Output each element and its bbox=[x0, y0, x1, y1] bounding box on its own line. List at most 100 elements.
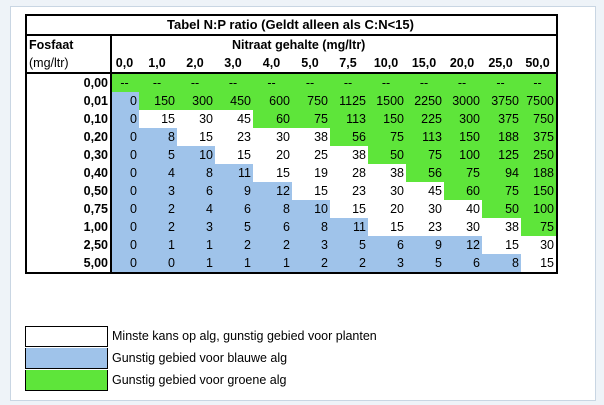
table-row: 0,00 -- -- -- -- -- -- -- -- -- -- -- -- bbox=[25, 73, 558, 92]
table-cell: 7500 bbox=[521, 92, 558, 110]
table-cell: 3000 bbox=[444, 92, 482, 110]
table-cell: -- bbox=[215, 73, 253, 92]
table-cell: 0 bbox=[139, 254, 177, 274]
table-cell: 15 bbox=[521, 254, 558, 274]
column-header: 50,0 bbox=[521, 54, 558, 74]
row-label: 0,00 bbox=[25, 73, 112, 92]
table-cell: 19 bbox=[292, 164, 330, 182]
table-cell: 15 bbox=[215, 146, 253, 164]
table-cell: 0 bbox=[111, 92, 139, 110]
table-cell: 45 bbox=[215, 110, 253, 128]
row-label: 0,10 bbox=[25, 110, 112, 128]
table-cell: 23 bbox=[215, 128, 253, 146]
table-cell: -- bbox=[177, 73, 215, 92]
table-cell: 3750 bbox=[482, 92, 521, 110]
table-cell: 188 bbox=[521, 164, 558, 182]
table-cell: -- bbox=[482, 73, 521, 92]
row-label: 0,75 bbox=[25, 200, 112, 218]
table-cell: 150 bbox=[521, 182, 558, 200]
table-cell: -- bbox=[521, 73, 558, 92]
table-cell: 0 bbox=[111, 236, 139, 254]
table-cell: 4 bbox=[177, 200, 215, 218]
table-cell: 6 bbox=[368, 236, 406, 254]
table-cell: 4 bbox=[139, 164, 177, 182]
table-cell: 20 bbox=[253, 146, 292, 164]
table-cell: 9 bbox=[406, 236, 444, 254]
table-cell: 9 bbox=[215, 182, 253, 200]
table-cell: -- bbox=[368, 73, 406, 92]
table-row: 2,50 0 1 1 2 2 3 5 6 9 12 15 30 bbox=[25, 236, 558, 254]
table-cell: 50 bbox=[368, 146, 406, 164]
table-cell: 2 bbox=[330, 254, 368, 274]
table-cell: 25 bbox=[292, 146, 330, 164]
table-cell: 30 bbox=[406, 200, 444, 218]
table-cell: 8 bbox=[177, 164, 215, 182]
table-cell: 6 bbox=[215, 200, 253, 218]
table-cell: 2 bbox=[215, 236, 253, 254]
column-header: 4,0 bbox=[253, 54, 292, 74]
table-cell: 15 bbox=[253, 164, 292, 182]
table-row: 5,00 0 0 1 1 1 2 2 3 5 6 8 15 bbox=[25, 254, 558, 274]
row-label: 0,01 bbox=[25, 92, 112, 110]
table-cell: 3 bbox=[139, 182, 177, 200]
table-cell: 38 bbox=[292, 128, 330, 146]
legend-item: Minste kans op alg, gunstig gebied voor … bbox=[25, 325, 425, 347]
table-cell: 0 bbox=[111, 200, 139, 218]
table-cell: 0 bbox=[111, 146, 139, 164]
table-cell: 1 bbox=[177, 236, 215, 254]
table-cell: 8 bbox=[292, 218, 330, 236]
table-cell: 75 bbox=[482, 182, 521, 200]
table-cell: 1 bbox=[215, 254, 253, 274]
table-cell: 1 bbox=[177, 254, 215, 274]
column-header: 10,0 bbox=[368, 54, 406, 74]
table-row: 0,50 0 3 6 9 12 15 23 30 45 60 75 150 bbox=[25, 182, 558, 200]
table-cell: 2 bbox=[253, 236, 292, 254]
column-header: 5,0 bbox=[292, 54, 330, 74]
table-cell: 8 bbox=[139, 128, 177, 146]
table-cell: 5 bbox=[330, 236, 368, 254]
table-cell: 225 bbox=[406, 110, 444, 128]
table-cell: 30 bbox=[368, 182, 406, 200]
table-cell: 750 bbox=[292, 92, 330, 110]
table-cell: 5 bbox=[406, 254, 444, 274]
table-cell: 3 bbox=[368, 254, 406, 274]
table-cell: 750 bbox=[521, 110, 558, 128]
table-cell: -- bbox=[292, 73, 330, 92]
table-row: 0,01 0 150 300 450 600 750 1125 1500 2250 3000 3750… bbox=[25, 92, 558, 110]
table-cell: 1 bbox=[253, 254, 292, 274]
table-cell: 2 bbox=[139, 218, 177, 236]
column-header: 20,0 bbox=[444, 54, 482, 74]
table-cell: 8 bbox=[253, 200, 292, 218]
table-cell: 75 bbox=[406, 146, 444, 164]
row-label: 0,50 bbox=[25, 182, 112, 200]
legend-item: Gunstig gebied voor groene alg bbox=[25, 369, 425, 391]
table-cell: 15 bbox=[330, 200, 368, 218]
table-cell: -- bbox=[139, 73, 177, 92]
table-cell: 11 bbox=[215, 164, 253, 182]
row-header-unit: (mg/ltr) bbox=[25, 54, 112, 74]
table-row: 1,00 0 2 3 5 6 8 11 15 23 30 38 75 bbox=[25, 218, 558, 236]
column-header: 7,5 bbox=[330, 54, 368, 74]
table-cell: 60 bbox=[444, 182, 482, 200]
row-label: 0,20 bbox=[25, 128, 112, 146]
row-label: 0,40 bbox=[25, 164, 112, 182]
table-cell: 23 bbox=[330, 182, 368, 200]
table-cell: 188 bbox=[482, 128, 521, 146]
table-cell: 0 bbox=[111, 182, 139, 200]
table-cell: 100 bbox=[521, 200, 558, 218]
table-cell: 40 bbox=[444, 200, 482, 218]
table-cell: 450 bbox=[215, 92, 253, 110]
table-row: 0,20 0 8 15 23 30 38 56 75 113 150 188 375 bbox=[25, 128, 558, 146]
table-cell: 60 bbox=[253, 110, 292, 128]
table-cell: 113 bbox=[406, 128, 444, 146]
table-row: 0,30 0 5 10 15 20 25 38 50 75 100 125 250 bbox=[25, 146, 558, 164]
column-header: 0,0 bbox=[111, 54, 139, 74]
table-cell: 150 bbox=[139, 92, 177, 110]
row-header-fosfaat: Fosfaat bbox=[25, 35, 112, 54]
table-row: 0,75 0 2 4 6 8 10 15 20 30 40 50 100 bbox=[25, 200, 558, 218]
table-cell: 300 bbox=[444, 110, 482, 128]
table-cell: 12 bbox=[444, 236, 482, 254]
table-cell: 38 bbox=[368, 164, 406, 182]
table-cell: 56 bbox=[330, 128, 368, 146]
table-cell: 2 bbox=[139, 200, 177, 218]
